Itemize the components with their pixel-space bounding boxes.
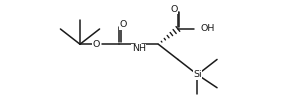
- Text: O: O: [119, 20, 127, 29]
- Text: OH: OH: [200, 25, 214, 33]
- Text: Si: Si: [193, 70, 202, 79]
- Text: O: O: [170, 5, 178, 14]
- Text: O: O: [93, 40, 100, 49]
- Text: NH: NH: [132, 44, 146, 53]
